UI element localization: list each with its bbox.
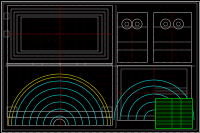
Bar [4, 13, 9, 19]
Bar [11, 9, 108, 59]
Bar [7, 107, 17, 117]
Bar [117, 12, 147, 62]
Bar [21, 17, 98, 51]
Bar [153, 12, 191, 62]
Bar [102, 107, 112, 117]
Bar [7, 5, 112, 63]
Bar [17, 15, 102, 53]
Bar [7, 65, 112, 125]
Bar [4, 31, 9, 37]
Bar [121, 69, 187, 116]
Bar [14, 12, 105, 56]
Bar [155, 98, 192, 128]
Bar [117, 65, 191, 120]
